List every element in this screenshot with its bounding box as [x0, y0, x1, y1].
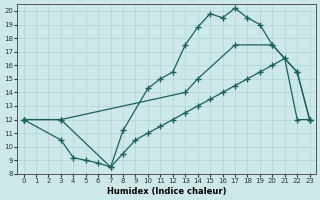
X-axis label: Humidex (Indice chaleur): Humidex (Indice chaleur)	[107, 187, 226, 196]
